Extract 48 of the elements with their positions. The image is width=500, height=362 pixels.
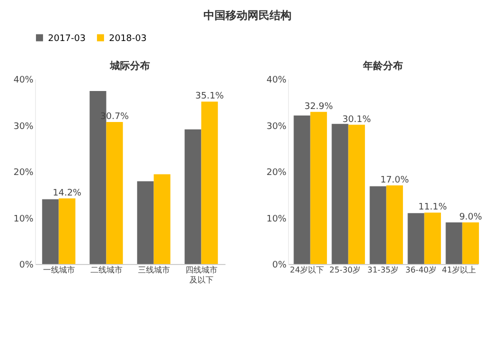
x-tick-label: 三线城市	[138, 266, 170, 274]
bar	[58, 198, 76, 264]
data-label: 35.1%	[195, 92, 224, 102]
bar	[348, 124, 365, 264]
bar	[42, 199, 59, 264]
data-label: 9.0%	[459, 212, 483, 222]
data-label: 30.1%	[342, 114, 372, 125]
y-tick-label: 10%	[266, 214, 287, 224]
y-tick-label: 20%	[13, 168, 34, 178]
bar	[294, 116, 310, 264]
bar	[154, 174, 170, 264]
bar	[184, 129, 202, 264]
bar	[446, 222, 462, 264]
x-tick-label: 一线城市	[42, 266, 75, 274]
data-label: 14.2%	[52, 188, 82, 198]
y-tick-label: 10%	[13, 214, 34, 224]
x-tick-label: 41岁以上	[442, 266, 476, 274]
y-tick-label: 30%	[266, 122, 287, 132]
legend-label: 2018-03	[109, 34, 147, 44]
data-label: 17.0%	[380, 175, 410, 186]
bar	[370, 186, 386, 264]
x-tick-label: 四线城市及以下	[185, 266, 218, 284]
y-tick-label: 40%	[266, 76, 287, 86]
legend-label: 2017-03	[48, 34, 86, 44]
bar	[462, 222, 479, 264]
bar	[424, 212, 441, 264]
y-tick-label: 20%	[266, 168, 287, 178]
x-tick-label: 31-35岁	[367, 266, 399, 274]
bar	[332, 124, 348, 264]
x-tick-label: 二线城市	[90, 266, 122, 274]
bar	[106, 122, 123, 264]
y-tick-label: 0%	[19, 260, 34, 270]
bar	[408, 213, 424, 264]
x-tick-label: 25-30岁	[329, 266, 361, 274]
text: 中国移动网民结构	[204, 9, 292, 22]
chart-title: 城际分布	[109, 60, 150, 72]
chart-title: 年龄分布	[362, 60, 403, 72]
data-label: 32.9%	[304, 102, 334, 112]
x-tick-label: 24岁以下	[290, 266, 324, 274]
bar	[137, 181, 154, 264]
y-tick-label: 30%	[13, 122, 34, 132]
bar	[201, 102, 218, 264]
bar	[310, 112, 327, 264]
x-tick-label: 36-40岁	[405, 266, 437, 274]
y-tick-label: 40%	[13, 76, 34, 86]
data-label: 11.1%	[418, 202, 448, 213]
y-tick-label: 0%	[272, 260, 287, 270]
bar	[386, 185, 403, 264]
